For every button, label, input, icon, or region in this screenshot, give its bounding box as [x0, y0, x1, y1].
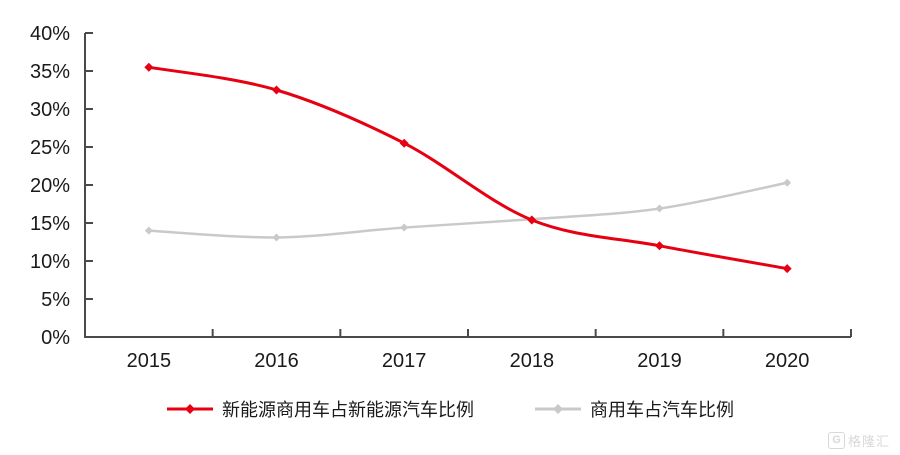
chart-legend: 新能源商用车占新能源汽车比例 商用车占汽车比例 — [0, 396, 900, 422]
x-axis-tick-label: 2015 — [127, 350, 172, 372]
legend-line-diamond-icon — [535, 404, 581, 414]
gelonghui-watermark: G 格隆汇 — [827, 431, 890, 450]
x-axis-tick-label: 2019 — [637, 350, 682, 372]
watermark-text: 格隆汇 — [847, 434, 890, 449]
x-axis-tick-label: 2018 — [510, 350, 555, 372]
series-1-marker — [144, 226, 153, 235]
y-axis-tick-label: 10% — [30, 251, 70, 273]
y-axis-tick-label: 20% — [30, 175, 70, 197]
y-axis-tick-label: 30% — [30, 99, 70, 121]
series-1-marker — [783, 178, 792, 187]
series-1-marker — [655, 204, 664, 213]
legend-line-diamond-icon — [167, 404, 213, 414]
y-axis-tick-label: 25% — [30, 137, 70, 159]
y-axis-tick-label: 15% — [30, 213, 70, 235]
series-0-marker — [655, 241, 664, 251]
series-1-marker — [400, 223, 409, 232]
y-axis-tick-label: 40% — [30, 23, 70, 45]
series-1-marker — [272, 233, 281, 242]
legend-item-nev-commercial-share: 新能源商用车占新能源汽车比例 — [166, 396, 474, 422]
series-0-marker — [144, 62, 154, 72]
series-0-marker — [272, 85, 281, 95]
y-axis-tick-label: 35% — [30, 61, 70, 83]
y-axis-tick-label: 5% — [41, 289, 70, 311]
series-0-marker — [527, 215, 537, 225]
line-chart-plot-area: 0% 5% 10% 15% 20% 25% 30% 35% 40% 2015 2016 2017 201… — [30, 23, 852, 372]
legend-label: 商用车占汽车比例 — [590, 400, 734, 420]
legend-item-commercial-share: 商用车占汽车比例 — [534, 396, 734, 422]
y-axis-tick-label: 0% — [41, 327, 70, 349]
x-axis-tick-label: 2016 — [254, 350, 299, 372]
x-axis-tick-label: 2017 — [382, 350, 427, 372]
series-0-line — [147, 65, 789, 271]
series-1-line — [147, 181, 789, 239]
gelonghui-logo-icon: G — [827, 432, 845, 449]
series-0-marker — [399, 138, 409, 148]
series-0-marker — [782, 264, 792, 274]
legend-label: 新能源商用车占新能源汽车比例 — [222, 400, 474, 420]
x-axis-tick-label: 2020 — [765, 350, 810, 372]
